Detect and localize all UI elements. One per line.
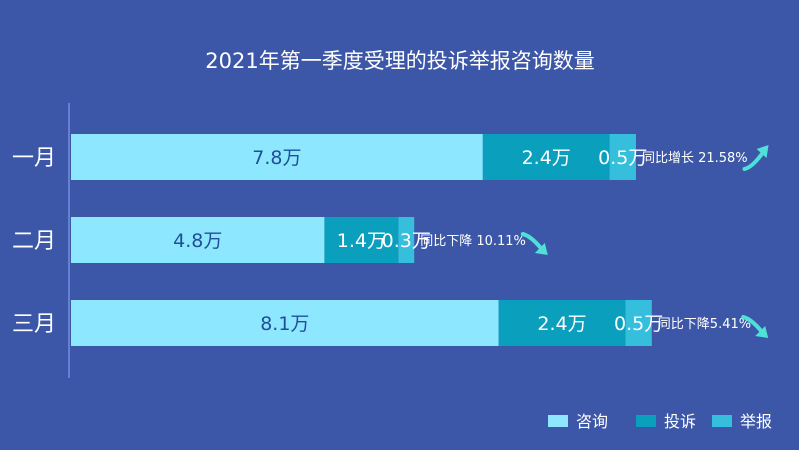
- legend-swatch: [548, 415, 568, 427]
- data-label: 4.8万: [173, 230, 222, 252]
- data-label: 2.4万: [537, 313, 586, 335]
- bar-segment: [609, 134, 636, 180]
- trend-up-icon: [742, 151, 765, 171]
- legend-swatch: [636, 415, 656, 427]
- legend-label: 咨询: [576, 412, 608, 431]
- bar-segment: [482, 134, 610, 180]
- data-label: 2.4万: [522, 147, 571, 169]
- data-label: 7.8万: [252, 147, 301, 169]
- bar-segment: [71, 134, 483, 180]
- legend-label: 举报: [740, 412, 772, 431]
- bar-segment: [498, 300, 626, 346]
- bar-segment: [71, 300, 499, 346]
- trend-down-icon: [741, 315, 764, 333]
- category-label: 三月: [12, 312, 56, 337]
- legend-label: 投诉: [664, 412, 696, 431]
- data-label: 0.5万: [614, 313, 663, 335]
- data-label: 1.4万: [337, 230, 386, 252]
- data-label: 0.3万: [382, 230, 431, 252]
- bar-segment: [71, 217, 325, 263]
- legend: 咨询 投诉 举报: [548, 412, 772, 431]
- bar-segment: [398, 217, 415, 263]
- category-label: 一月: [12, 146, 56, 171]
- yoy-annotation: 同比增长 21.58%: [642, 151, 748, 166]
- trend-down-arrowhead: [755, 326, 769, 338]
- data-label: 0.5万: [598, 147, 647, 169]
- trend-down-arrowhead: [534, 243, 548, 255]
- yoy-annotation: 同比下降5.41%: [658, 317, 751, 332]
- category-label: 二月: [12, 229, 56, 254]
- legend-swatch: [712, 415, 732, 427]
- chart-title: 2021年第一季度受理的投诉举报咨询数量: [205, 49, 594, 73]
- bar-segment: [324, 217, 399, 263]
- trend-down-icon: [520, 232, 543, 250]
- data-label: 8.1万: [260, 313, 309, 335]
- yoy-annotation: 同比下降 10.11%: [420, 234, 526, 249]
- bar-segment: [625, 300, 652, 346]
- trend-up-arrowhead: [756, 145, 769, 158]
